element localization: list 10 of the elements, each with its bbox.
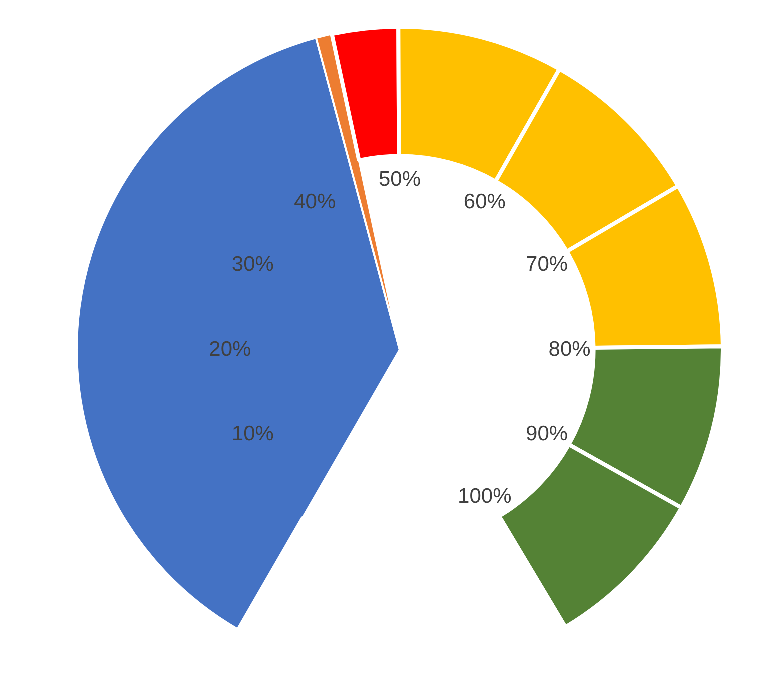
text: 60% (464, 190, 506, 214)
text: 80% (548, 338, 591, 361)
text: 10% (232, 422, 274, 446)
text: 90% (526, 422, 568, 446)
text: 100% (458, 484, 512, 508)
text: 50% (378, 168, 422, 191)
text: 40% (294, 190, 336, 214)
text: 20% (209, 338, 252, 361)
text: 30% (232, 252, 274, 276)
text: 70% (526, 252, 568, 276)
